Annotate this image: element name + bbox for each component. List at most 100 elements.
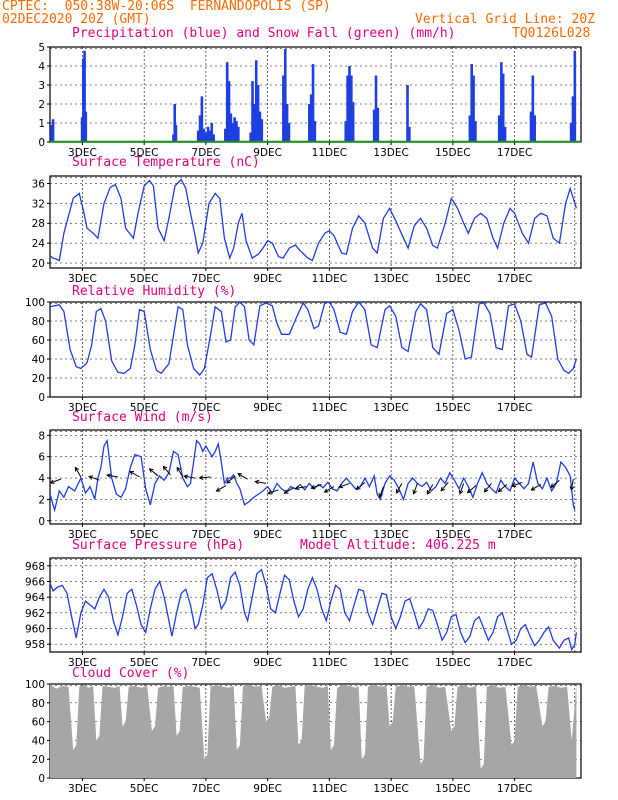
temp-xtick-label: 9DEC: [253, 273, 282, 285]
cloud-ytick-label: 80: [32, 698, 45, 710]
pressure-xtick-label: 17DEC: [497, 657, 532, 669]
pressure-xtick-label: 3DEC: [68, 657, 97, 669]
precip-xtick-label: 13DEC: [373, 147, 408, 159]
rh-xtick-label: 7DEC: [192, 402, 221, 414]
rh-ytick-label: 100: [25, 297, 45, 309]
precip-bar: [50, 124, 53, 142]
precip-bar: [533, 115, 536, 142]
precip-bar: [173, 104, 177, 142]
cloud-xtick-label: 17DEC: [497, 783, 532, 795]
rh-xtick-label: 5DEC: [130, 402, 159, 414]
pressure-ytick-label: 962: [25, 608, 45, 620]
cloud-xtick-label: 11DEC: [312, 783, 347, 795]
precip-bar: [406, 85, 409, 142]
wind-arrow: [426, 484, 434, 495]
precip-bar: [208, 130, 212, 142]
precip-xtick-label: 9DEC: [253, 147, 282, 159]
precip-bar: [311, 64, 315, 142]
temp-xtick-label: 5DEC: [130, 273, 159, 285]
rh-xtick-label: 15DEC: [435, 402, 470, 414]
precip-bar: [260, 119, 264, 142]
precip-xtick-label: 17DEC: [497, 147, 532, 159]
header-model-id: TQ0126L028: [512, 26, 591, 41]
precip-title: Precipitation (blue) and Snow Fall (gree…: [72, 26, 456, 41]
wind-arrow: [338, 482, 350, 489]
cloud-area: [50, 684, 577, 778]
wind-frame: [49, 429, 582, 525]
pressure-altitude-label: Model Altitude: 406.225 m: [300, 538, 496, 553]
wind-ytick-label: 4: [38, 473, 45, 485]
precip-bar: [237, 126, 240, 142]
precip-bar: [287, 123, 291, 142]
wind-ytick-label: 6: [38, 452, 45, 464]
precip-xtick-label: 7DEC: [192, 147, 221, 159]
wind-arrow: [550, 479, 560, 488]
precip-bar: [344, 121, 348, 142]
wind-arrow: [440, 482, 449, 492]
precip-bar: [569, 123, 573, 142]
pressure-xtick-label: 13DEC: [373, 657, 408, 669]
precip-bar: [529, 111, 533, 142]
precip-bar: [501, 73, 505, 142]
wind-arrow: [129, 470, 140, 478]
precip-bar: [204, 132, 208, 142]
precip-bar: [313, 121, 317, 142]
precip-xtick-label: 11DEC: [312, 147, 347, 159]
precip-bar: [348, 66, 351, 142]
wind-arrow: [412, 483, 418, 495]
precip-bar: [472, 75, 475, 142]
precip-bar: [374, 75, 378, 142]
pressure-xtick-label: 5DEC: [130, 657, 159, 669]
rh-line: [49, 300, 578, 377]
temp-xtick-label: 15DEC: [435, 273, 470, 285]
wind-arrow: [183, 474, 196, 480]
precip-bar: [233, 117, 236, 142]
precip-bar: [531, 75, 535, 142]
temp-xtick-label: 3DEC: [68, 273, 97, 285]
rh-ytick-label: 60: [32, 335, 45, 347]
wind-arrow: [237, 473, 248, 480]
precip-xtick-label: 15DEC: [435, 147, 470, 159]
precip-bar: [258, 111, 262, 142]
temp-xtick-label: 13DEC: [373, 273, 408, 285]
precip-bar: [235, 121, 238, 142]
header-station: CPTEC: 050:38W-20:06S FERNANDOPOLIS (SP): [2, 0, 331, 14]
precip-bar: [256, 85, 260, 142]
wind-xtick-label: 15DEC: [435, 529, 470, 541]
wind-arrow: [88, 475, 100, 481]
wind-line: [49, 438, 576, 513]
wind-arrow: [226, 475, 236, 484]
wind-xtick-label: 7DEC: [192, 529, 221, 541]
rh-ytick-label: 80: [32, 316, 45, 328]
precip-bar: [51, 119, 55, 142]
precip-xtick-label: 3DEC: [68, 147, 97, 159]
precip-bar: [196, 130, 200, 142]
precip-bar: [202, 128, 206, 142]
precip-bar: [571, 96, 575, 142]
temp-ytick-label: 20: [32, 258, 45, 270]
precip-bar: [229, 113, 233, 142]
wind-xtick-label: 3DEC: [68, 529, 97, 541]
wind-arrow: [355, 481, 366, 491]
precip-bar: [468, 115, 472, 142]
wind-arrow: [106, 473, 119, 478]
wind-arrow: [176, 466, 184, 478]
rh-xtick-label: 11DEC: [312, 402, 347, 414]
rh-xtick-label: 13DEC: [373, 402, 408, 414]
cloud-xtick-label: 13DEC: [373, 783, 408, 795]
wind-arrow: [530, 484, 542, 491]
precip-ytick-label: 3: [38, 80, 45, 92]
precip-bar: [503, 126, 507, 142]
precip-bar: [573, 50, 577, 142]
wind-arrow: [294, 485, 307, 491]
precip-bar: [251, 81, 254, 142]
wind-xtick-label: 17DEC: [497, 529, 532, 541]
pressure-ytick-label: 968: [25, 561, 45, 573]
cloud-xtick-label: 9DEC: [253, 783, 282, 795]
precip-bar: [206, 126, 210, 142]
pressure-frame: [49, 557, 582, 653]
temp-ytick-label: 28: [32, 218, 45, 230]
precip-bar: [282, 75, 285, 142]
cloud-xtick-label: 3DEC: [68, 783, 97, 795]
wind-arrow: [162, 465, 171, 476]
